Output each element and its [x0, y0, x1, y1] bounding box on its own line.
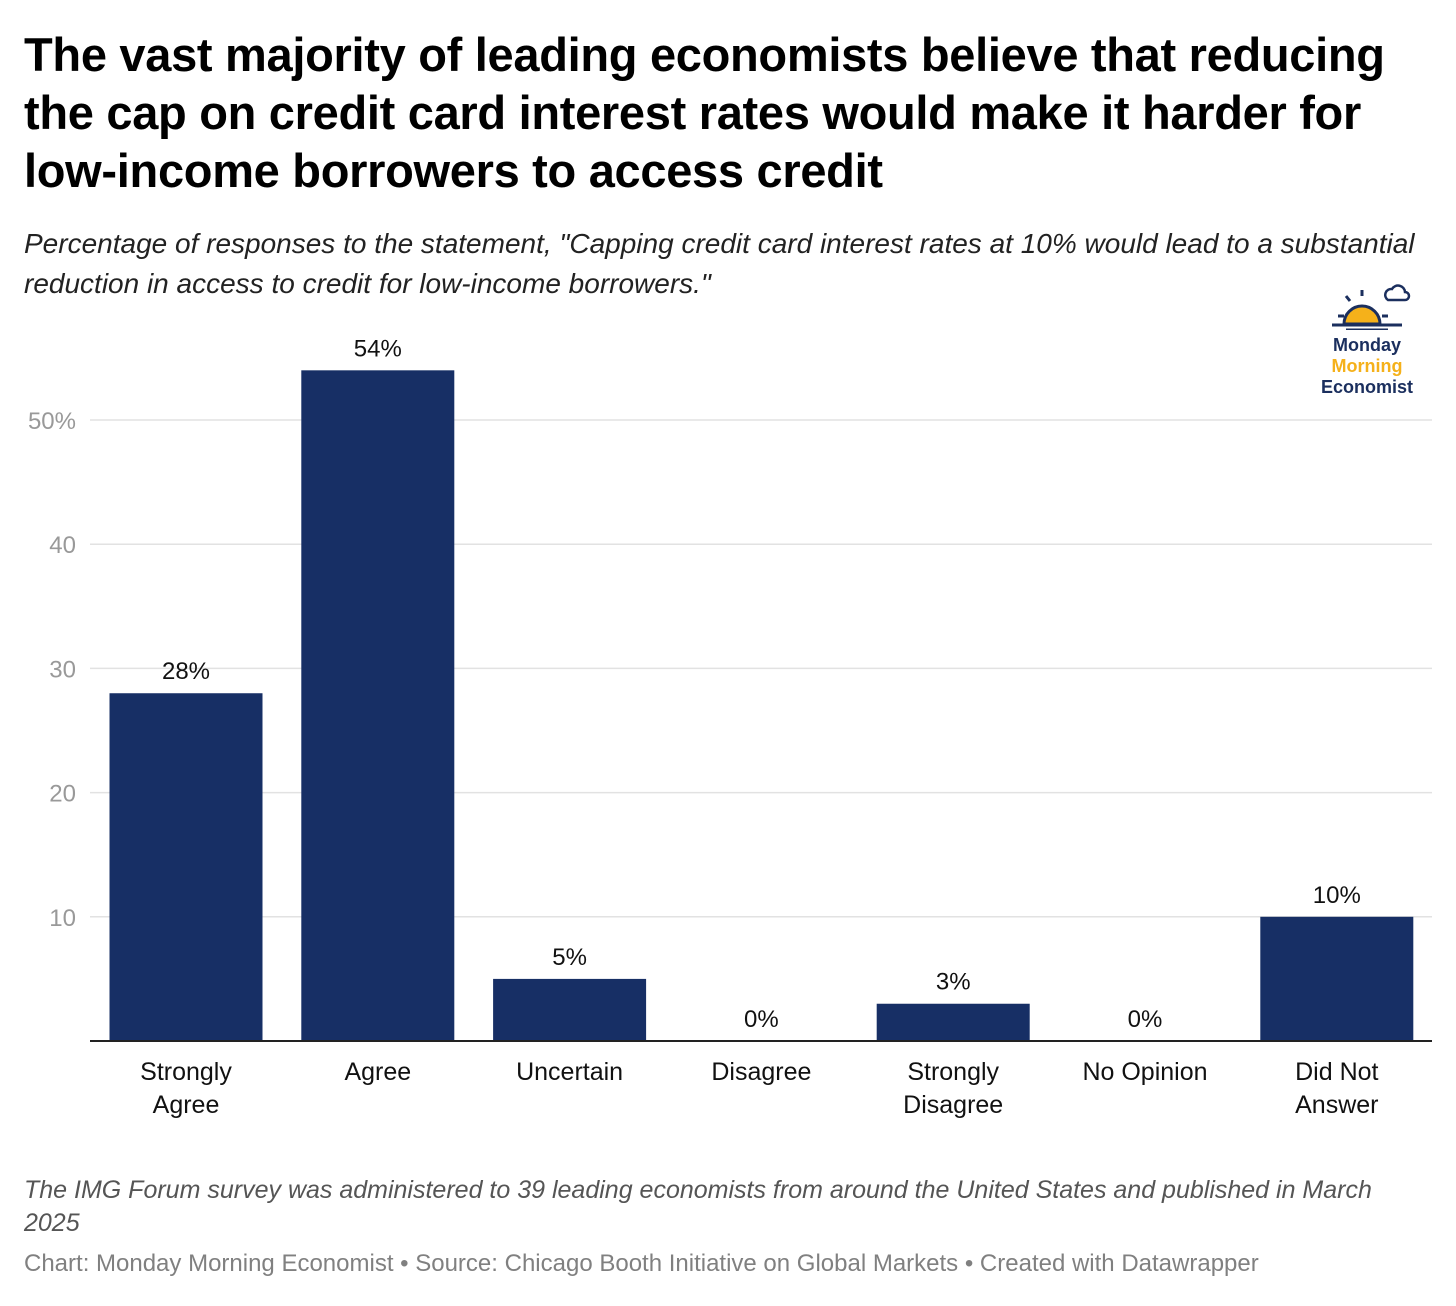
y-tick-label: 10: [49, 905, 76, 932]
data-label: 0%: [1128, 1006, 1163, 1033]
data-label: 54%: [354, 335, 402, 362]
data-label: 10%: [1313, 882, 1361, 909]
monday-morning-economist-logo: Monday Morning Economist: [1312, 282, 1422, 398]
chart-credits: Chart: Monday Morning Economist • Source…: [24, 1250, 1259, 1277]
y-tick-label: 30: [49, 656, 76, 683]
bar: [109, 693, 263, 1041]
y-tick-label: 50%: [28, 408, 76, 435]
x-category-label: Did Not: [1295, 1058, 1378, 1086]
x-category-label: No Opinion: [1082, 1058, 1207, 1086]
y-tick-label: 40: [49, 532, 76, 559]
bar: [493, 978, 647, 1041]
x-category-label: Agree: [344, 1058, 411, 1086]
x-category-label: Answer: [1295, 1091, 1378, 1119]
x-category-label: Agree: [153, 1091, 220, 1119]
chart-title: The vast majority of leading economists …: [24, 28, 1385, 197]
logo-line-3: Economist: [1320, 377, 1413, 397]
bar: [876, 1003, 1030, 1041]
x-category-label: Uncertain: [516, 1058, 623, 1086]
logo-line-2: Morning: [1331, 356, 1403, 376]
data-label: 3%: [936, 969, 971, 996]
bar: [301, 370, 455, 1041]
data-label: 28%: [162, 658, 210, 685]
logo-line-1: Monday: [1332, 335, 1401, 355]
chart-subtitle: Percentage of responses to the statement…: [24, 228, 1415, 299]
x-category-label: Disagree: [711, 1058, 811, 1086]
y-tick-label: 20: [49, 781, 76, 808]
chart-notes: The IMG Forum survey was administered to…: [24, 1176, 1372, 1237]
sunrise-icon: [1332, 284, 1411, 332]
data-label: 0%: [744, 1006, 779, 1033]
x-category-label: Strongly: [907, 1058, 999, 1086]
data-label: 5%: [552, 944, 587, 971]
x-category-label: Strongly: [140, 1058, 232, 1086]
x-category-label: Disagree: [903, 1091, 1003, 1119]
bar: [1260, 916, 1414, 1041]
